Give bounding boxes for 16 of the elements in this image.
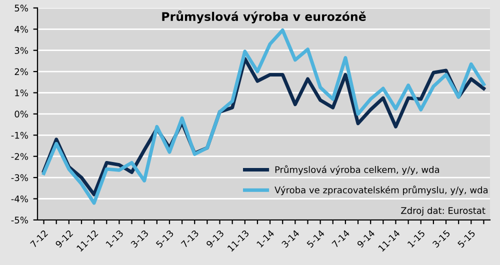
legend-label: Výroba ve zpracovatelském průmyslu, y/y, wda bbox=[274, 186, 488, 196]
y-tick-label: 3% bbox=[14, 47, 28, 54]
chart-title: Průmyslová výroba v eurozóně bbox=[162, 10, 366, 24]
y-tick-label: -1% bbox=[11, 132, 28, 139]
y-tick-label: 0% bbox=[14, 110, 28, 118]
y-tick-label: 2% bbox=[14, 68, 28, 76]
y-tick-label: 4% bbox=[14, 26, 28, 33]
annotation: Zdroj dat: Eurostat bbox=[401, 206, 486, 216]
legend-label: Průmyslová výroba celkem, y/y, wda bbox=[275, 165, 440, 175]
y-tick-label: -5% bbox=[11, 216, 28, 224]
y-tick-label: 1% bbox=[15, 89, 28, 96]
y-tick-label: -2% bbox=[11, 153, 28, 160]
y-tick-label: 5% bbox=[14, 4, 28, 12]
line-series bbox=[42, 28, 486, 205]
y-tick-label: -3% bbox=[11, 174, 28, 182]
y-tick-label: -4% bbox=[11, 195, 28, 202]
